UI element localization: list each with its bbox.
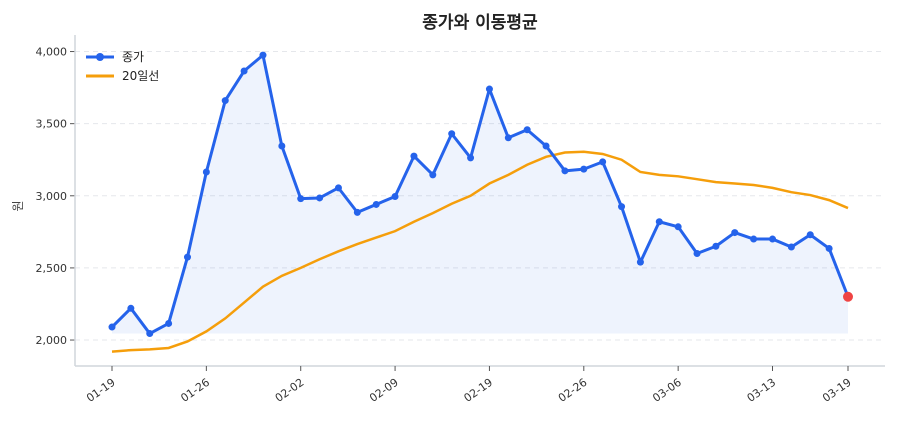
close-point [297, 195, 305, 203]
close-point [618, 203, 626, 211]
close-point [353, 208, 361, 216]
close-line [110, 53, 850, 336]
close-point [165, 319, 173, 327]
close-point [278, 142, 286, 150]
close-point [523, 126, 531, 134]
close-point [750, 235, 758, 243]
close-point [636, 258, 644, 266]
x-tick-label: 03-13 [745, 376, 779, 405]
close-point [674, 223, 682, 231]
x-tick-label: 02-09 [367, 376, 401, 405]
x-tick-label: 03-06 [650, 376, 684, 405]
close-point [561, 167, 569, 175]
close-point [731, 229, 739, 237]
close-point [485, 85, 493, 93]
legend: 종가 20일선 [86, 50, 159, 83]
y-axis-label: 원 [11, 200, 25, 211]
last-close-point [843, 291, 853, 302]
close-point [693, 249, 701, 257]
close-point [787, 243, 795, 251]
y-tick-label: 2,000 [36, 334, 68, 347]
close-point [372, 200, 380, 208]
close-point [448, 130, 456, 138]
chart-title: 종가와 이동평균 [422, 13, 538, 33]
y-tick-label: 2,500 [36, 262, 68, 275]
x-tick-label: 01-19 [84, 376, 118, 405]
close-point [183, 253, 191, 261]
close-point [334, 184, 342, 192]
close-area-fill [112, 55, 848, 334]
x-tick-label: 03-19 [820, 376, 854, 405]
legend-label-close: 종가 [122, 50, 144, 64]
series-lines [108, 51, 853, 353]
close-point [599, 158, 607, 166]
close-point [467, 154, 475, 162]
close-point [542, 142, 550, 150]
close-point [221, 97, 229, 105]
close-point [655, 218, 663, 226]
close-point [806, 231, 814, 239]
close-point [410, 152, 418, 160]
x-tick-label: 02-02 [273, 376, 307, 405]
ma20-line [111, 150, 849, 353]
legend-marker-close [96, 53, 104, 61]
y-tick-label: 3,500 [36, 118, 68, 131]
legend-label-ma20: 20일선 [122, 69, 159, 83]
close-point [391, 193, 399, 201]
close-point [769, 235, 777, 243]
close-point [202, 168, 210, 176]
x-tick-label: 02-26 [556, 376, 590, 405]
close-point [259, 51, 267, 59]
close-point [825, 244, 833, 252]
y-tick-label: 3,000 [36, 190, 68, 203]
close-point [580, 165, 588, 173]
close-point [504, 134, 512, 142]
close-point [146, 330, 154, 338]
grid-lines [75, 51, 885, 341]
x-tick-label: 01-26 [178, 376, 212, 405]
area-fill [112, 55, 848, 334]
close-point [316, 194, 324, 202]
close-point [429, 171, 437, 179]
close-point [108, 323, 116, 331]
y-tick-label: 4,000 [36, 46, 68, 59]
close-point [240, 67, 248, 75]
close-point [712, 242, 720, 250]
close-point [127, 304, 135, 312]
x-tick-label: 02-19 [462, 376, 496, 405]
